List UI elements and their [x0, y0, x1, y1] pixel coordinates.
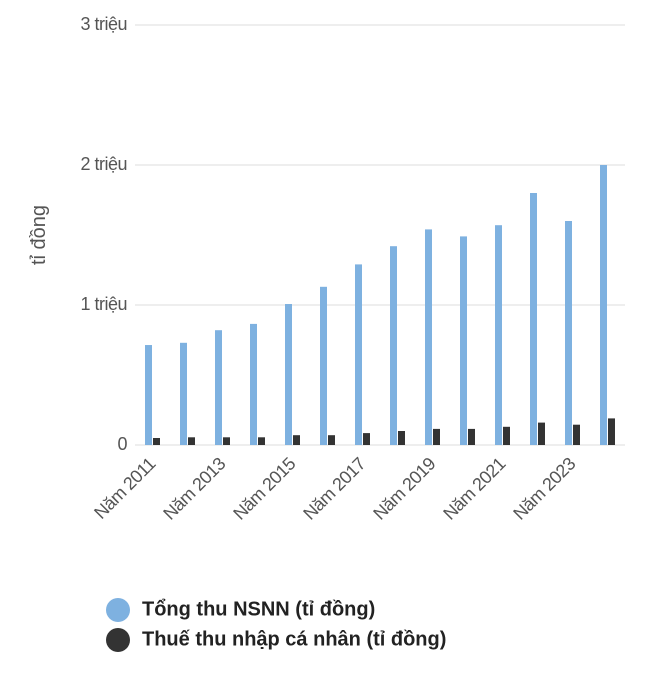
legend-label: Tổng thu NSNN (tỉ đồng)	[142, 598, 375, 620]
bar	[320, 286, 327, 445]
bar	[530, 193, 537, 445]
bar	[250, 323, 257, 445]
x-tick-label: Năm 2021	[439, 453, 509, 523]
bar	[153, 438, 160, 445]
y-tick-label: 0	[117, 434, 127, 454]
bar	[293, 435, 300, 445]
bar	[188, 437, 195, 445]
bar	[433, 428, 440, 445]
bar	[573, 424, 580, 445]
bar	[503, 426, 510, 445]
bar	[223, 437, 230, 445]
bar	[495, 225, 502, 445]
x-tick-label: Năm 2011	[90, 453, 159, 522]
bar	[398, 431, 405, 445]
bar	[215, 330, 222, 445]
x-tick-label: Năm 2019	[369, 453, 439, 523]
bar	[363, 433, 370, 445]
bar	[565, 221, 572, 445]
legend-marker	[106, 598, 130, 622]
x-tick-label: Năm 2023	[509, 453, 579, 523]
x-tick-label: Năm 2017	[299, 453, 369, 523]
bar	[390, 246, 397, 445]
x-tick-label: Năm 2015	[229, 453, 299, 523]
bar	[460, 236, 467, 445]
y-tick-label: 2 triệu	[80, 154, 127, 174]
bar	[425, 229, 432, 445]
bar	[538, 422, 545, 445]
bar	[608, 418, 615, 445]
x-tick-label: Năm 2013	[159, 453, 229, 523]
bar	[328, 435, 335, 445]
bar	[180, 342, 187, 445]
y-tick-label: 1 triệu	[80, 294, 127, 314]
bar	[355, 264, 362, 445]
legend-marker	[106, 628, 130, 652]
bar	[285, 304, 292, 445]
y-tick-label: 3 triệu	[80, 14, 127, 34]
legend-label: Thuế thu nhập cá nhân (tỉ đồng)	[142, 628, 446, 650]
bar	[258, 437, 265, 445]
y-axis-label: tỉ đồng	[28, 205, 50, 265]
bar	[145, 345, 152, 445]
bar	[468, 428, 475, 445]
bar	[600, 165, 607, 445]
